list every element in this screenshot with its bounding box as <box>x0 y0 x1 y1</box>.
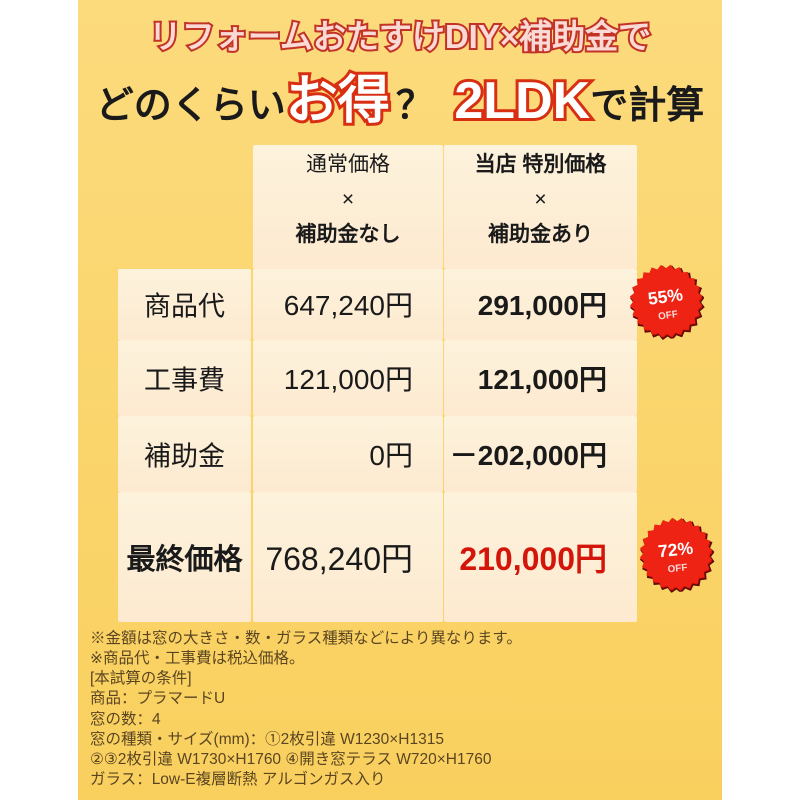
svg-text:OFF: OFF <box>667 562 688 575</box>
svg-text:72%: 72% <box>657 538 694 562</box>
